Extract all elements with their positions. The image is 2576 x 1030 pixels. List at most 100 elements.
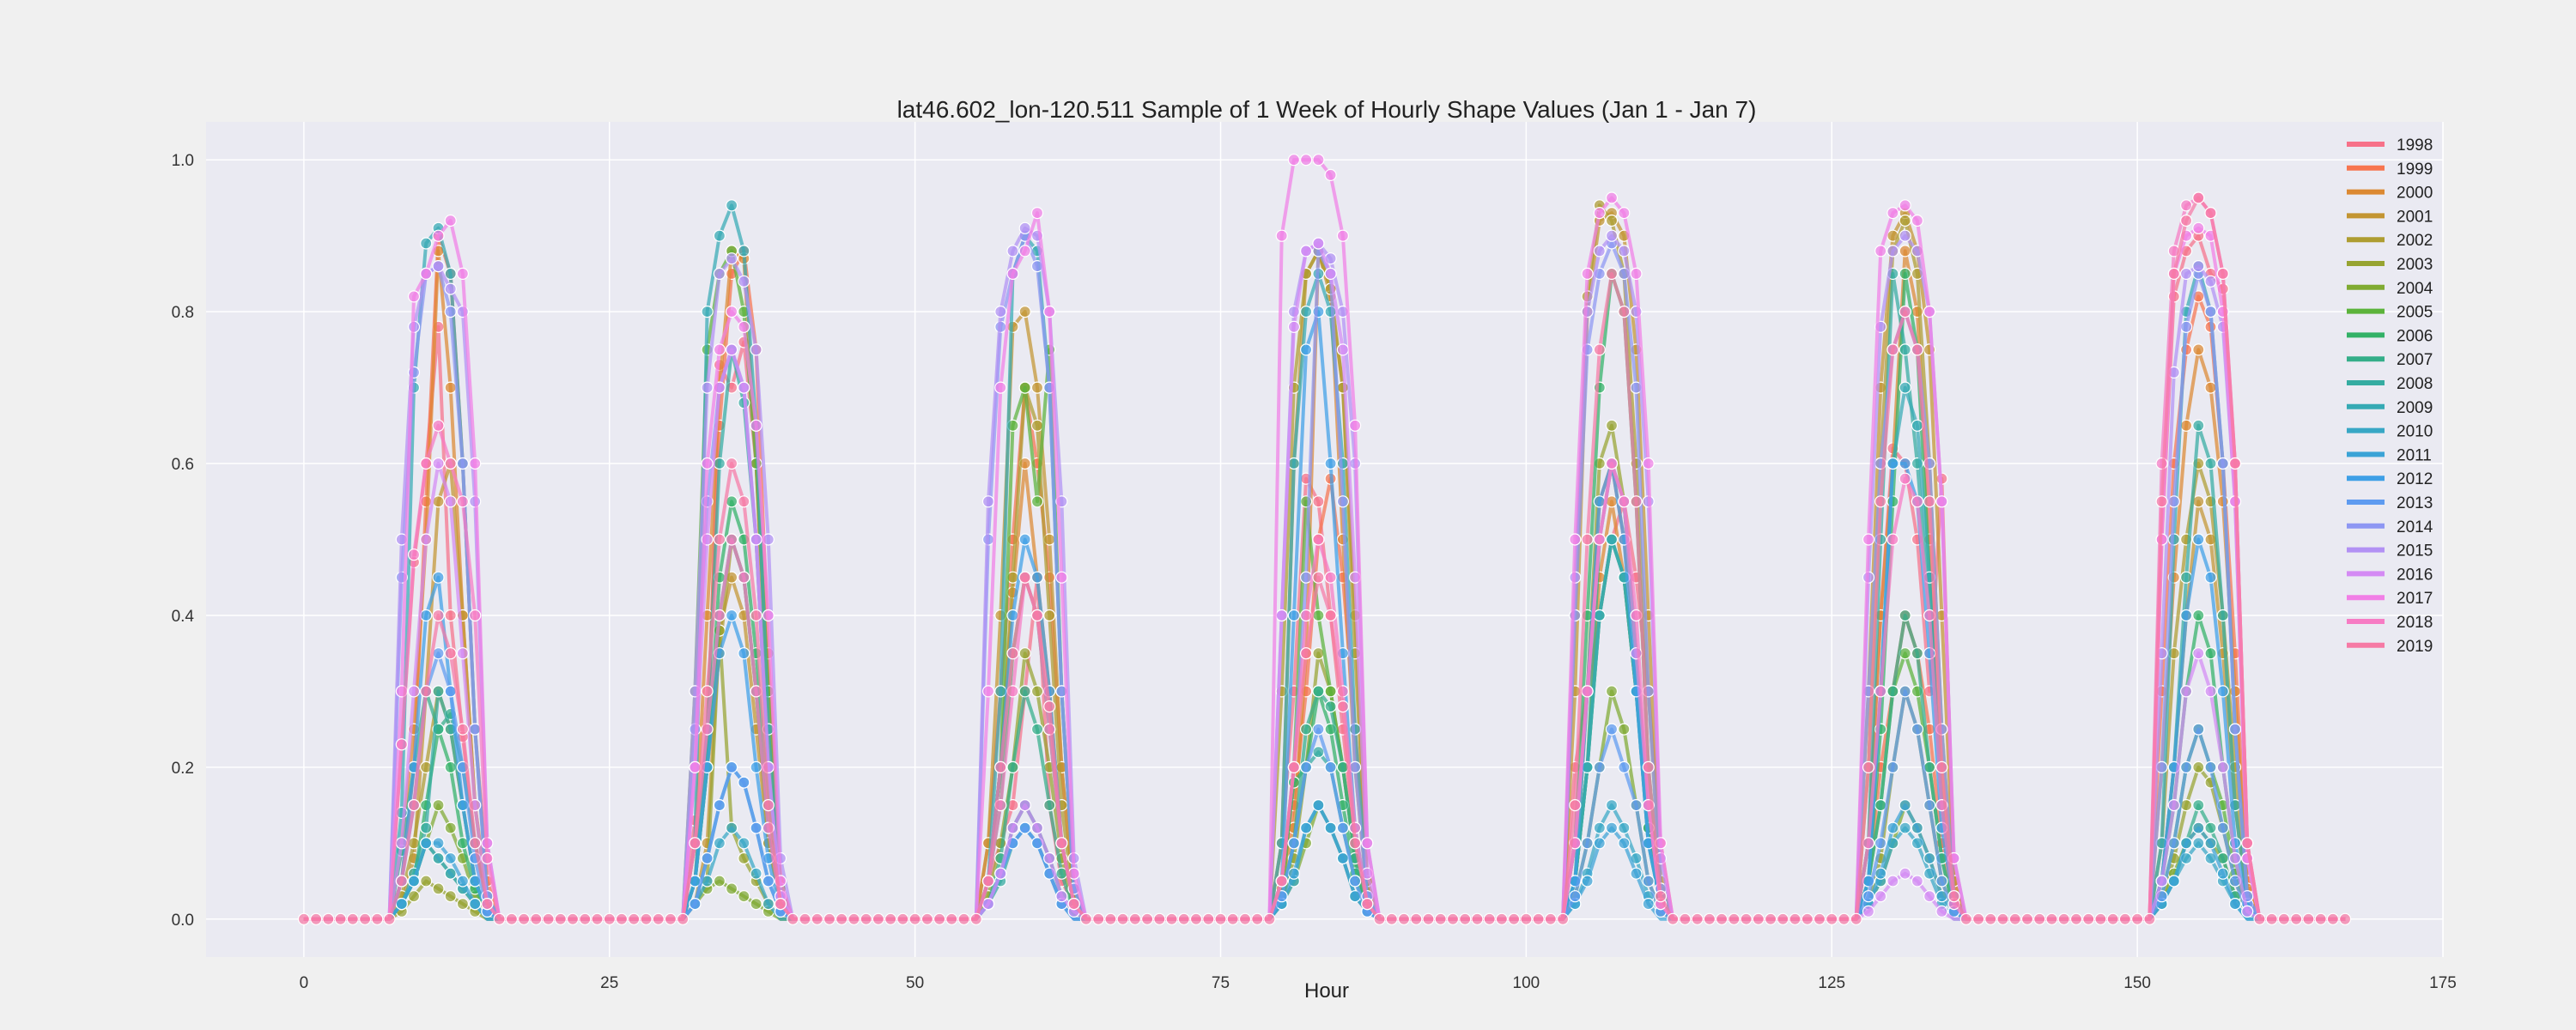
data-point <box>1899 798 1911 812</box>
data-point <box>1202 912 1215 925</box>
data-point <box>2069 912 2083 925</box>
data-point <box>456 647 470 660</box>
data-point <box>1018 821 1031 834</box>
data-point <box>1238 912 1252 925</box>
data-point <box>1911 647 1923 660</box>
data-point <box>1043 798 1056 812</box>
data-point <box>456 897 470 911</box>
data-point <box>750 533 762 546</box>
data-point <box>823 912 836 925</box>
data-point <box>2192 343 2205 356</box>
legend-entry: 2006 <box>2397 327 2433 345</box>
data-point <box>1874 245 1887 258</box>
y-tick-label: 0.6 <box>172 456 194 474</box>
data-point <box>1030 821 1044 834</box>
data-point <box>1838 912 1850 925</box>
data-point <box>1336 343 1350 356</box>
data-point <box>1593 245 1606 258</box>
data-point <box>1324 457 1337 470</box>
data-point <box>1006 821 1019 834</box>
data-point <box>1813 912 1826 925</box>
data-point <box>713 875 726 888</box>
data-point <box>407 290 421 303</box>
data-point <box>725 457 738 470</box>
data-point <box>933 912 946 925</box>
data-point <box>1397 912 1411 925</box>
legend-entry: 2005 <box>2397 304 2433 322</box>
legend-entry: 2002 <box>2397 232 2433 250</box>
data-point <box>774 897 787 911</box>
data-point <box>750 419 762 432</box>
data-point <box>1410 912 1423 925</box>
data-point <box>1018 533 1031 546</box>
data-point <box>2241 905 2254 918</box>
data-point <box>1446 912 1460 925</box>
data-point <box>2118 912 2131 925</box>
data-point <box>1140 912 1154 925</box>
data-point <box>1899 381 1911 394</box>
data-point <box>2192 837 2205 850</box>
data-point <box>1214 912 1227 925</box>
data-point <box>2192 798 2205 812</box>
data-point <box>725 306 738 318</box>
data-point <box>1348 837 1362 850</box>
data-point <box>469 897 482 911</box>
data-point <box>701 381 714 394</box>
data-point <box>444 851 457 865</box>
legend-entry: 1998 <box>2397 136 2433 154</box>
data-point <box>2204 381 2217 394</box>
data-point <box>1911 214 1923 227</box>
data-point <box>505 912 519 925</box>
data-point <box>1911 821 1923 834</box>
data-point <box>1605 723 1619 736</box>
data-point <box>579 912 592 925</box>
data-point <box>1373 912 1386 925</box>
data-point <box>1324 571 1337 584</box>
data-point <box>1935 760 1948 774</box>
data-point <box>1018 647 1031 660</box>
data-point <box>420 685 433 698</box>
data-point <box>2033 912 2046 925</box>
data-point <box>432 609 445 622</box>
data-point <box>432 685 445 698</box>
data-point <box>2192 760 2205 774</box>
data-point <box>762 609 775 622</box>
x-tick-label: 100 <box>1513 974 1540 992</box>
data-point <box>701 457 714 470</box>
data-point <box>725 609 738 622</box>
data-point <box>2204 457 2217 470</box>
data-point <box>1532 912 1545 925</box>
data-point <box>994 306 1007 318</box>
data-point <box>1030 685 1044 698</box>
data-point <box>1299 723 1313 736</box>
data-point <box>2180 320 2193 333</box>
data-point <box>2204 837 2217 850</box>
data-point <box>1324 609 1337 622</box>
data-point <box>444 282 457 295</box>
data-point <box>1862 837 1875 850</box>
data-point <box>2008 912 2021 925</box>
data-point <box>1899 472 1911 485</box>
data-point <box>1984 912 1997 925</box>
data-point <box>2180 685 2193 698</box>
data-point <box>713 609 726 622</box>
data-point <box>469 609 482 622</box>
data-point <box>1312 154 1325 167</box>
data-point <box>1728 912 1741 925</box>
data-point <box>1299 306 1313 318</box>
data-point <box>1287 760 1301 774</box>
data-point <box>1630 495 1643 508</box>
data-point <box>750 760 762 774</box>
data-point <box>2241 837 2254 850</box>
data-point <box>1923 890 1936 903</box>
data-point <box>2057 912 2070 925</box>
data-point <box>2216 609 2229 622</box>
data-point <box>2192 260 2205 273</box>
data-point <box>1043 609 1056 622</box>
data-point <box>1959 912 1972 925</box>
data-point <box>407 890 421 903</box>
data-point <box>1043 851 1056 865</box>
data-point <box>725 821 738 834</box>
data-point <box>2192 533 2205 546</box>
data-point <box>689 760 702 774</box>
